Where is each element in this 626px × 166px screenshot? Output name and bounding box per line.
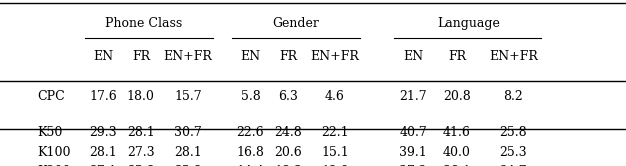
Text: K50: K50 — [38, 126, 63, 139]
Text: 29.3: 29.3 — [90, 126, 117, 139]
Text: 40.0: 40.0 — [443, 146, 471, 159]
Text: FR: FR — [448, 50, 466, 63]
Text: 16.8: 16.8 — [237, 146, 264, 159]
Text: 20.6: 20.6 — [274, 146, 302, 159]
Text: 24.8: 24.8 — [274, 126, 302, 139]
Text: EN: EN — [93, 50, 113, 63]
Text: EN: EN — [240, 50, 260, 63]
Text: 6.3: 6.3 — [278, 90, 298, 103]
Text: 21.7: 21.7 — [399, 90, 427, 103]
Text: 30.7: 30.7 — [174, 126, 202, 139]
Text: EN+FR: EN+FR — [310, 50, 359, 63]
Text: 25.3: 25.3 — [500, 146, 527, 159]
Text: 8.2: 8.2 — [503, 90, 523, 103]
Text: Language: Language — [437, 17, 500, 30]
Text: 15.7: 15.7 — [174, 90, 202, 103]
Text: 5.8: 5.8 — [240, 90, 260, 103]
Text: 15.1: 15.1 — [321, 146, 349, 159]
Text: 39.1: 39.1 — [399, 146, 427, 159]
Text: Phone Class: Phone Class — [105, 17, 183, 30]
Text: 28.1: 28.1 — [127, 126, 155, 139]
Text: 40.7: 40.7 — [399, 126, 427, 139]
Text: EN+FR: EN+FR — [489, 50, 538, 63]
Text: 17.6: 17.6 — [90, 90, 117, 103]
Text: FR: FR — [132, 50, 150, 63]
Text: 27.3: 27.3 — [127, 146, 155, 159]
Text: 20.8: 20.8 — [443, 90, 471, 103]
Text: 25.8: 25.8 — [500, 126, 527, 139]
Text: EN+FR: EN+FR — [163, 50, 212, 63]
Text: 22.1: 22.1 — [321, 126, 349, 139]
Text: K100: K100 — [38, 146, 71, 159]
Text: FR: FR — [279, 50, 297, 63]
Text: 4.6: 4.6 — [325, 90, 345, 103]
Text: 22.6: 22.6 — [237, 126, 264, 139]
Text: 18.0: 18.0 — [127, 90, 155, 103]
Text: 41.6: 41.6 — [443, 126, 471, 139]
Text: EN: EN — [403, 50, 423, 63]
Text: 28.1: 28.1 — [174, 146, 202, 159]
Text: CPC: CPC — [38, 90, 65, 103]
Text: Gender: Gender — [272, 17, 319, 30]
Text: 28.1: 28.1 — [90, 146, 117, 159]
